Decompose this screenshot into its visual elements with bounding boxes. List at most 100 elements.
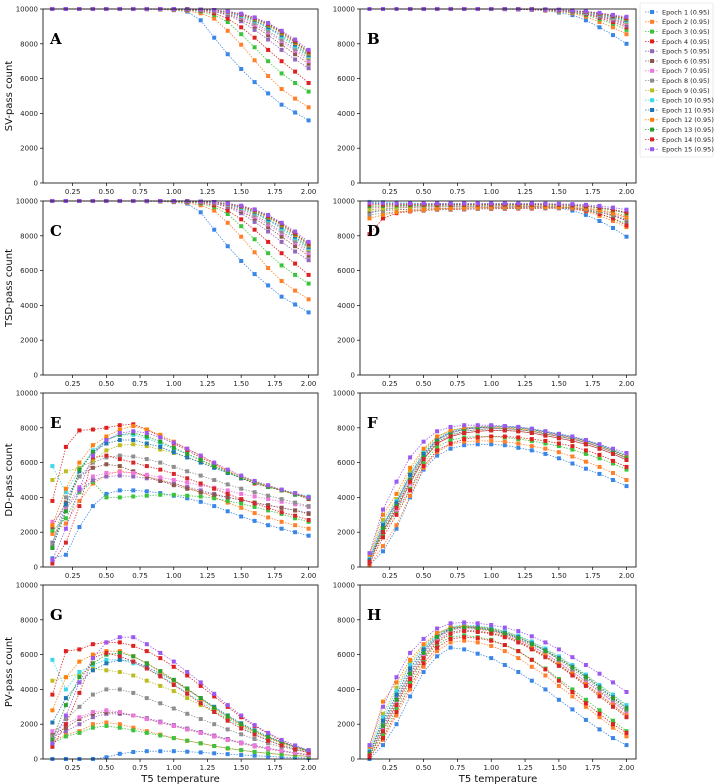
data-point	[306, 253, 311, 258]
series-epoch-4	[50, 422, 311, 503]
data-point	[583, 202, 588, 207]
data-point	[435, 654, 440, 659]
data-point	[543, 451, 548, 456]
data-point	[63, 444, 68, 449]
data-point	[611, 471, 615, 475]
series-line	[52, 8, 309, 84]
data-point	[394, 689, 399, 694]
data-point	[212, 751, 217, 756]
data-point	[266, 735, 271, 740]
data-point	[611, 12, 615, 17]
data-point	[90, 474, 95, 479]
data-point	[77, 498, 82, 503]
series-epoch-14	[50, 453, 311, 566]
data-point	[597, 671, 602, 676]
data-point	[185, 738, 190, 743]
data-point	[435, 630, 440, 635]
series-line	[369, 206, 627, 219]
data-point	[583, 697, 588, 702]
data-point	[583, 663, 588, 667]
data-point	[543, 673, 548, 678]
data-point	[448, 428, 453, 433]
series-line	[369, 625, 627, 749]
legend-marker	[650, 59, 654, 63]
data-point	[225, 714, 230, 719]
data-point	[212, 8, 217, 12]
data-point	[394, 706, 399, 711]
data-point	[90, 504, 95, 509]
legend-marker	[650, 127, 654, 132]
data-point	[90, 453, 95, 458]
y-tick-label: 2000	[20, 529, 38, 537]
data-point	[266, 37, 271, 42]
data-point	[90, 668, 95, 673]
data-point	[158, 444, 163, 449]
series-line	[369, 626, 627, 753]
data-point	[279, 234, 284, 239]
data-point	[252, 58, 257, 63]
data-point	[306, 281, 311, 286]
data-point	[279, 229, 284, 234]
data-point	[516, 656, 521, 661]
y-tick-label: 0	[351, 564, 355, 572]
data-point	[381, 507, 385, 512]
legend-marker	[650, 88, 654, 93]
x-tick-label: 1.00	[483, 380, 499, 388]
series-line	[52, 470, 309, 535]
data-point	[306, 66, 311, 71]
series-epoch-14	[50, 650, 311, 755]
series-line	[369, 426, 627, 561]
data-point	[77, 428, 82, 433]
data-point	[293, 750, 298, 755]
data-point	[212, 486, 217, 491]
legend-item: Epoch 14 (0.95)	[645, 136, 714, 144]
data-point	[158, 749, 163, 754]
data-point	[448, 446, 453, 451]
data-point	[381, 711, 385, 716]
x-tick-label: 1.75	[585, 572, 601, 580]
y-tick-label: 4000	[337, 494, 355, 502]
data-point	[597, 694, 602, 699]
data-point	[279, 263, 284, 268]
data-point	[570, 461, 575, 466]
data-point	[198, 717, 203, 721]
data-point	[543, 204, 548, 209]
data-point	[131, 429, 136, 434]
data-point	[239, 473, 244, 478]
data-point	[502, 201, 507, 206]
data-point	[489, 631, 494, 636]
y-tick-label: 2000	[337, 721, 355, 729]
data-point	[408, 650, 413, 655]
y-tick-label: 4000	[20, 494, 38, 502]
data-point	[570, 8, 575, 13]
data-point	[306, 533, 311, 538]
data-point	[212, 492, 217, 497]
data-point	[50, 531, 55, 536]
data-point	[117, 427, 122, 432]
data-point	[104, 474, 109, 479]
data-point	[293, 96, 298, 101]
y-tick-label: 2000	[20, 721, 38, 729]
data-point	[624, 690, 629, 694]
data-point	[381, 715, 385, 720]
data-point	[131, 471, 136, 475]
data-point	[212, 691, 217, 696]
data-point	[63, 722, 68, 727]
series-epoch-5	[50, 473, 311, 545]
series-epoch-6	[50, 7, 311, 66]
data-point	[239, 722, 244, 727]
data-point	[131, 438, 136, 442]
x-tick-label: 0.75	[450, 572, 466, 580]
series-epoch-5	[50, 199, 311, 263]
x-tick-label: 1.25	[517, 188, 533, 196]
data-point	[90, 656, 95, 661]
data-point	[306, 258, 311, 263]
series-line	[369, 425, 627, 557]
data-point	[306, 61, 311, 66]
data-point	[381, 723, 385, 728]
series-line	[52, 434, 309, 497]
data-point	[158, 733, 163, 738]
data-point	[408, 687, 413, 692]
series-line	[369, 429, 627, 561]
x-tick-label: 2.00	[619, 380, 635, 388]
